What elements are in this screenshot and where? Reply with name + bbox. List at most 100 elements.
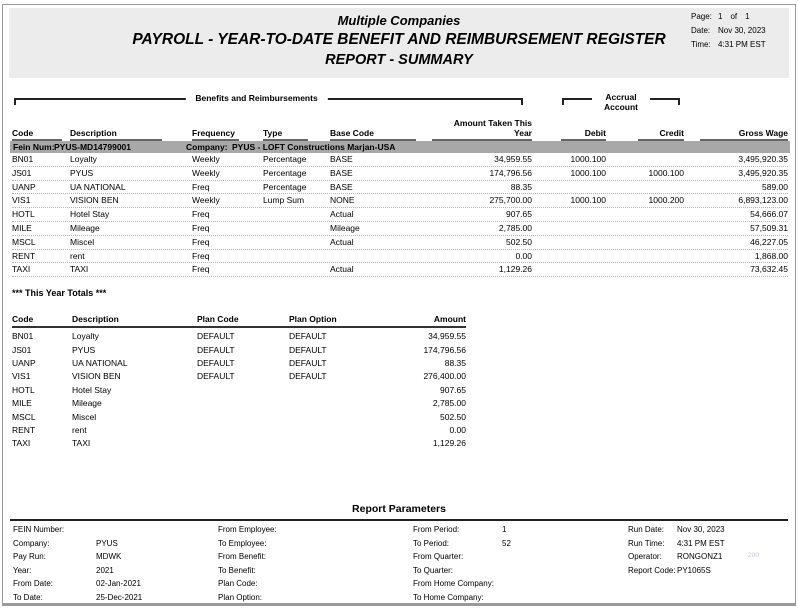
cell-amount: 0.00 (515, 250, 532, 261)
cell-debit: 1000.100 (570, 195, 606, 206)
col-base-code: Base Code (330, 128, 418, 141)
benefit-row: VIS1 VISION BEN Weekly Lump Sum NONE 275… (12, 194, 788, 209)
total-row: TAXI TAXI 1,129.26 (12, 437, 466, 450)
cell-amount: 502.50 (506, 236, 532, 247)
cell-amount: 0.00 (449, 424, 466, 435)
parameter-row: From Quarter: (413, 550, 511, 564)
parameter-row: Run Time: 4:31 PM EST (628, 537, 725, 551)
time-label: Time: (691, 40, 711, 49)
cell-plan-option: DEFAULT (289, 331, 327, 342)
cell-frequency: Freq (192, 209, 210, 220)
parameter-row: To Date: 25-Dec-2021 (13, 591, 142, 605)
cell-frequency: Weekly (192, 195, 220, 206)
this-year-totals-title: *** This Year Totals *** (12, 288, 107, 298)
cell-code: RENT (12, 424, 36, 435)
parameter-label: To Period: (413, 538, 450, 548)
parameter-label: Company: (13, 538, 50, 548)
cell-gross-wage: 73,632.45 (750, 264, 788, 275)
cell-amount: 88.35 (444, 357, 466, 368)
parameter-row: Pay Run: MDWK (13, 550, 142, 564)
parameter-row: Run Date: Nov 30, 2023 (628, 523, 725, 537)
page-total: 1 (745, 12, 750, 21)
cell-frequency: Weekly (192, 154, 220, 164)
parameter-value: 25-Dec-2021 (96, 592, 143, 602)
benefit-row: TAXI TAXI Freq Actual 1,129.26 73,632.45 (12, 263, 788, 278)
cell-amount: 1,129.26 (498, 264, 532, 275)
col-plan-option: Plan Option (289, 314, 337, 324)
parameter-row: From Employee: (218, 523, 277, 537)
parameters-column-4: Run Date: Nov 30, 2023 Run Time: 4:31 PM E… (628, 523, 725, 577)
cell-code: JS01 (12, 344, 32, 355)
cell-description: Miscel (72, 411, 97, 422)
cell-frequency: Freq (192, 222, 210, 233)
col-debit: Debit (532, 128, 606, 141)
cell-plan-code: DEFAULT (197, 331, 235, 342)
parameter-row: Plan Code: (218, 577, 277, 591)
cell-code: MSCL (12, 411, 36, 422)
cell-code: UANP (12, 357, 36, 368)
parameter-label: Year: (13, 565, 32, 575)
cell-credit: 1000.200 (648, 195, 684, 206)
cell-type: Percentage (263, 167, 307, 178)
cell-credit: 1000.100 (648, 167, 684, 178)
cell-base-code: BASE (330, 154, 353, 164)
cell-amount: 2,785.00 (432, 398, 466, 409)
page-of: of (730, 12, 738, 21)
fein-value: PYUS-MD14799001 (54, 142, 132, 152)
total-row: JS01 PYUS DEFAULT DEFAULT 174,796.56 (12, 343, 466, 356)
parameter-label: From Home Company: (413, 579, 494, 588)
page-value: 1 (718, 12, 723, 21)
report-title: PAYROLL - YEAR-TO-DATE BENEFIT AND REIMB… (132, 31, 666, 48)
benefits-table-header: Code Description Frequency Type Base Cod… (12, 111, 788, 141)
col-amount: Amount (433, 314, 466, 324)
total-row: RENT rent 0.00 (12, 424, 466, 437)
col-code: Code (12, 128, 70, 141)
cell-base-code: Actual (330, 236, 354, 247)
col-plan-code: Plan Code (197, 314, 239, 324)
cell-gross-wage: 46,227.05 (750, 236, 788, 247)
cell-base-code: BASE (330, 167, 353, 178)
parameter-row: From Home Company: (413, 577, 511, 591)
cell-description: UA NATIONAL (72, 357, 128, 368)
parameter-row: Operator: RONGONZ1 (628, 550, 725, 564)
cell-code: UANP (12, 181, 36, 192)
parameter-value: 02-Jan-2021 (96, 579, 141, 588)
cell-plan-option: DEFAULT (289, 344, 327, 355)
benefits-group-bracket: Benefits and Reimbursements (14, 93, 523, 105)
cell-amount: 34,959.55 (428, 331, 466, 342)
parameter-label: From Employee: (218, 525, 277, 534)
col-gross-wage: Gross Wage (684, 128, 788, 141)
col-type: Type (263, 128, 330, 141)
total-row: MILE Mileage 2,785.00 (12, 397, 466, 410)
benefit-row: JS01 PYUS Weekly Percentage BASE 174,796… (12, 167, 788, 181)
cell-gross-wage: 589.00 (762, 181, 788, 192)
cell-type: Percentage (263, 154, 307, 164)
cell-description: UA NATIONAL (70, 181, 126, 192)
cell-code: MILE (12, 398, 32, 409)
report-header-band (9, 8, 789, 78)
cell-debit: 1000.100 (570, 154, 606, 164)
cell-base-code: BASE (330, 181, 353, 192)
parameters-column-2: From Employee: To Employee: From Benefit… (218, 523, 277, 604)
cell-description: Hotel Stay (70, 209, 110, 220)
parameter-value: Nov 30, 2023 (677, 525, 725, 534)
fein-company-band: Fein Num: PYUS-MD14799001 Company: PYUS … (10, 141, 790, 153)
cell-frequency: Weekly (192, 167, 220, 178)
parameter-row: To Quarter: (413, 564, 511, 578)
cell-amount: 34,959.55 (494, 154, 532, 164)
cell-description: Mileage (72, 398, 102, 409)
parameter-row: From Period: 1 (413, 523, 511, 537)
cell-description: rent (70, 250, 85, 261)
parameter-value: RONGONZ1 (677, 552, 723, 561)
parameter-row: Plan Option: (218, 591, 277, 605)
parameter-label: To Date: (13, 592, 43, 602)
parameter-row: From Benefit: (218, 550, 277, 564)
col-code: Code (12, 314, 34, 324)
totals-table-header: Code Description Plan Code Plan Option A… (12, 314, 466, 328)
cell-frequency: Freq (192, 181, 210, 192)
cell-code: HOTL (12, 209, 35, 220)
benefits-table-rows: BN01 Loyalty Weekly Percentage BASE 34,9… (12, 153, 788, 278)
cell-description: Loyalty (72, 331, 99, 342)
parameter-row: To Benefit: (218, 564, 277, 578)
cell-base-code: NONE (330, 195, 355, 206)
